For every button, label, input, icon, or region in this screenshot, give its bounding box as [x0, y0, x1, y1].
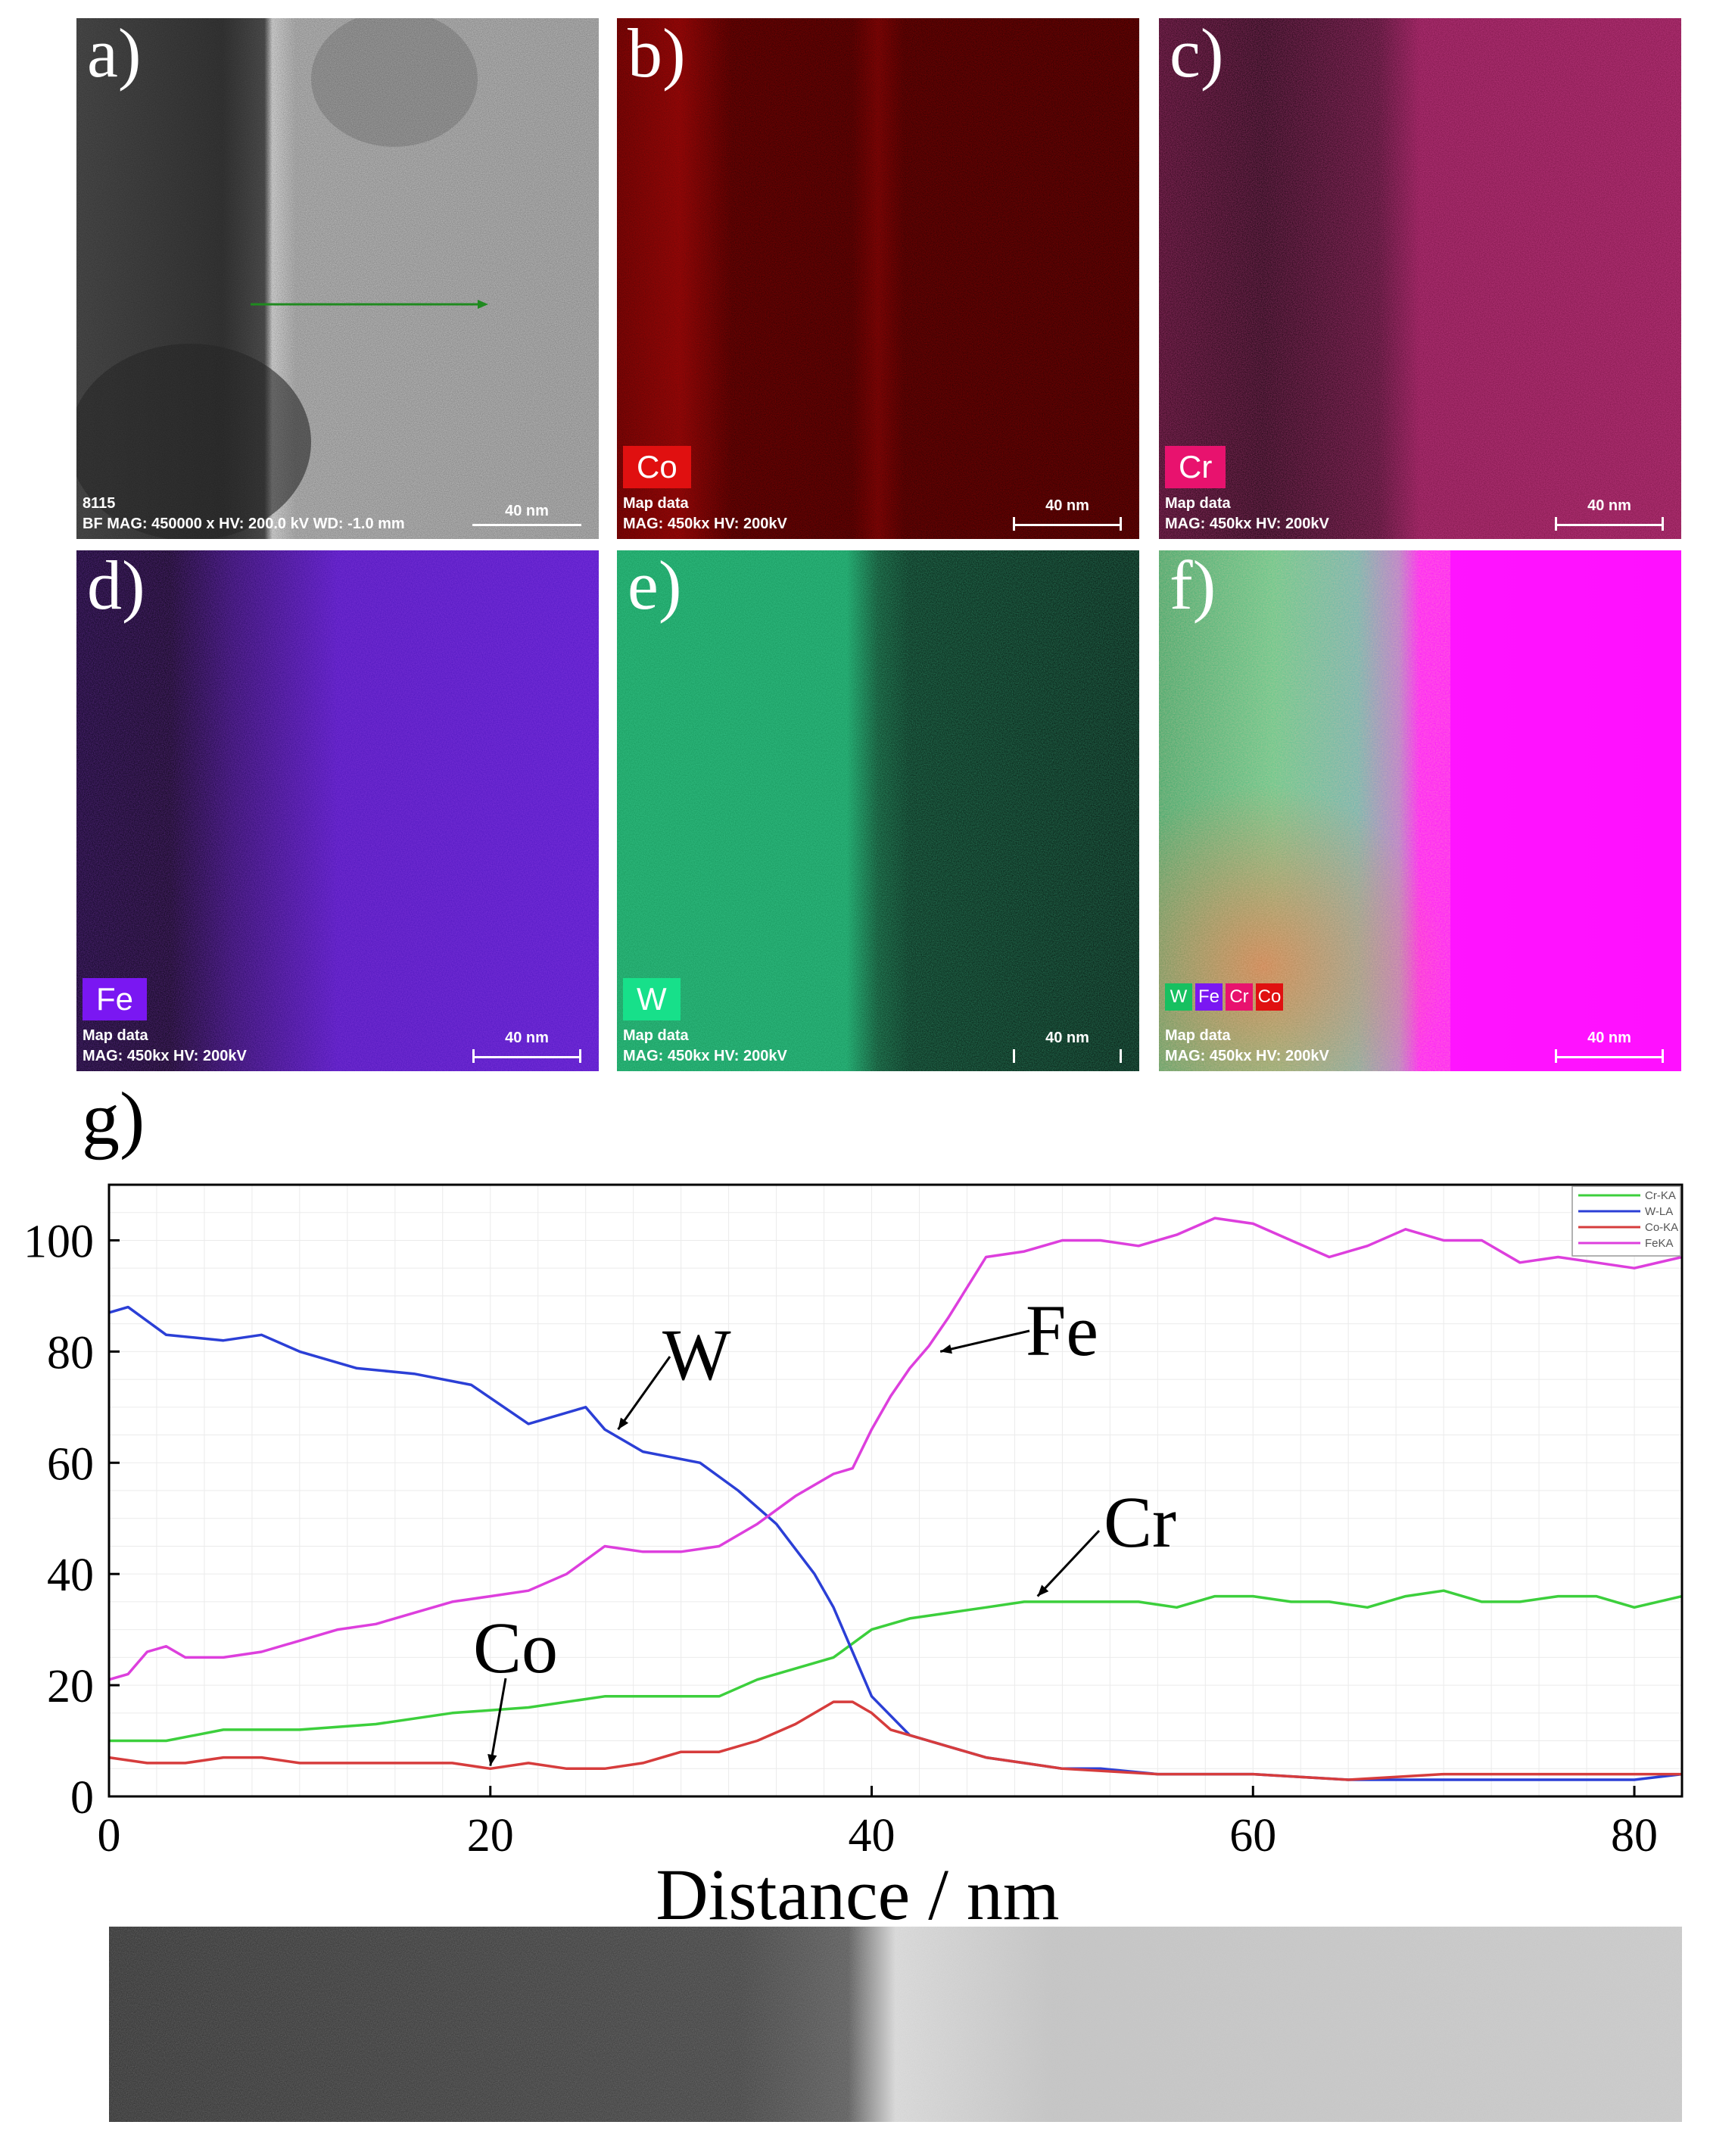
line-profile-chart: 0 20 40 60 80 0 20 40 60 80 100 Distance / nm Cr-KA W…: [23, 1183, 1684, 1923]
y-tick-label: 0: [70, 1772, 94, 1824]
scale-bar-label: 40 nm: [1587, 497, 1631, 514]
x-tick-label: 20: [467, 1810, 514, 1862]
panel-f-overlay-map: f) W Fe Cr Co Map data MAG: 450kx HV: 200…: [1159, 550, 1681, 1071]
scale-bar-label: 40 nm: [1587, 1030, 1631, 1046]
overlay-legend-fe: Fe: [1195, 983, 1223, 1011]
y-tick-label: 60: [47, 1438, 94, 1490]
legend-label-w: W-LA: [1645, 1205, 1673, 1218]
legend-label-co: Co-KA: [1645, 1221, 1678, 1234]
panel-b-image: [617, 18, 1139, 539]
element-tag-co: Co: [623, 446, 691, 488]
overlay-legend-cr: Cr: [1226, 983, 1253, 1011]
panel-info: 8115 BF MAG: 450000 x HV: 200.0 kV WD: -1…: [83, 495, 405, 532]
annotation-arrow-fe: [939, 1329, 1030, 1353]
y-tick-label: 80: [47, 1327, 94, 1379]
x-tick-label: 40: [849, 1810, 895, 1862]
x-tick-label: 0: [98, 1810, 121, 1862]
annotation-arrow-fe-head: [940, 1344, 952, 1354]
series-line-fe: [108, 1217, 1683, 1681]
scale-bar-label: 40 nm: [1045, 497, 1089, 514]
panel-c-image: [1159, 18, 1681, 539]
annotation-arrow-co-head: [487, 1754, 497, 1766]
panel-c-cr-map: c) Cr Map data MAG: 450kx HV: 200kV 40 nm: [1159, 18, 1681, 539]
legend-label-cr: Cr-KA: [1645, 1189, 1676, 1202]
panel-b-co-map: b) Co Map data MAG: 450kx HV: 200kV 40 nm: [617, 18, 1139, 539]
overlay-legend-co: Co: [1256, 983, 1283, 1011]
scale-bar: [1555, 524, 1664, 526]
panel-info: Map data MAG: 450kx HV: 200kV: [623, 1027, 787, 1064]
overlay-legend-w: W: [1165, 983, 1192, 1011]
annotation-w: W: [662, 1314, 731, 1395]
x-axis-label: Distance / nm: [656, 1854, 1059, 1923]
y-tick-label: 20: [47, 1661, 94, 1712]
panel-info: Map data MAG: 450kx HV: 200kV: [1165, 1027, 1329, 1064]
x-tick-label: 80: [1611, 1810, 1658, 1862]
element-tag-cr: Cr: [1165, 446, 1226, 488]
panel-a-bright-field: a) 8115 BF MAG: 450000 x HV: 200.0 kV WD:…: [76, 18, 599, 539]
panel-label: a): [87, 18, 142, 92]
panel-d-image: [76, 550, 599, 1071]
annotation-arrow-cr-head: [1037, 1584, 1049, 1597]
annotation-arrow-co: [489, 1678, 507, 1766]
scale-bar: [1555, 1056, 1664, 1058]
element-tag-w: W: [623, 978, 681, 1020]
y-tick-label: 100: [23, 1216, 94, 1267]
x-tick-label: 60: [1229, 1810, 1276, 1862]
annotation-arrow-cr: [1036, 1529, 1101, 1597]
plot-frame: [107, 1183, 1684, 1798]
panel-label: d): [87, 550, 145, 624]
panel-label: e): [628, 550, 682, 624]
scale-bar: [472, 1056, 581, 1058]
linescan-strip-image: [109, 1927, 1682, 2122]
panel-e-image: [617, 550, 1139, 1071]
panel-a-image: [76, 18, 599, 539]
panel-info: Map data MAG: 450kx HV: 200kV: [1165, 495, 1329, 532]
annotation-arrow-w-head: [618, 1417, 629, 1430]
legend-box: [1571, 1185, 1681, 1257]
scale-bar-label: 40 nm: [1045, 1030, 1089, 1046]
y-tick-label: 40: [47, 1550, 94, 1601]
element-tag-fe: Fe: [83, 978, 148, 1020]
scale-bar: [1013, 524, 1122, 526]
panel-e-w-map: e) W Map data MAG: 450kx HV: 200kV 40 nm: [617, 550, 1139, 1071]
annotation-arrow-w: [617, 1356, 671, 1431]
panel-label: f): [1170, 550, 1216, 624]
panel-label: c): [1170, 18, 1224, 92]
scale-bar: [472, 524, 581, 526]
panel-label: b): [628, 18, 686, 92]
legend-label-fe: FeKA: [1645, 1237, 1674, 1250]
scale-bar-label: 40 nm: [505, 1030, 549, 1046]
panel-info: Map data MAG: 450kx HV: 200kV: [83, 1027, 247, 1064]
chart-panel-label: g): [82, 1076, 145, 1161]
series-line-co: [108, 1700, 1682, 1781]
panel-d-fe-map: d) Fe Map data MAG: 450kx HV: 200kV 40 nm: [76, 550, 599, 1071]
series-line-cr: [109, 1589, 1683, 1743]
panel-info: Map data MAG: 450kx HV: 200kV: [623, 495, 787, 532]
annotation-co: Co: [473, 1607, 558, 1688]
annotation-fe: Fe: [1026, 1290, 1098, 1371]
annotation-cr: Cr: [1104, 1481, 1176, 1562]
scale-bar-label: 40 nm: [505, 503, 549, 519]
